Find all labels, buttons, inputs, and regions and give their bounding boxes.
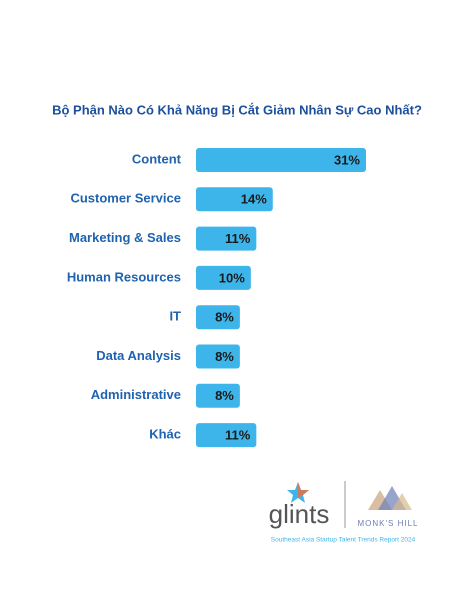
- chart-title: Bộ Phận Nào Có Khả Năng Bị Cắt Giảm Nhân…: [52, 102, 422, 117]
- bar: [196, 423, 257, 448]
- value-label: 10%: [219, 270, 245, 285]
- value-label: 8%: [215, 310, 234, 325]
- bar: [196, 148, 366, 172]
- category-label: Human Resources: [67, 269, 181, 284]
- category-label: Customer Service: [70, 191, 181, 206]
- footer-caption: Southeast Asia Startup Talent Trends Rep…: [271, 537, 416, 544]
- bar-area: Content 31% Customer Service 14% Marketing &…: [67, 148, 366, 448]
- value-label: 11%: [225, 428, 251, 443]
- bar: [196, 265, 251, 290]
- bar: [196, 226, 257, 251]
- bar: [196, 187, 273, 212]
- logo-right: MONK'S HILL: [358, 519, 419, 528]
- category-label: Content: [132, 151, 182, 166]
- logo-left: glints: [269, 499, 330, 529]
- category-label: Khác: [149, 427, 181, 442]
- value-label: 14%: [241, 192, 267, 207]
- star-icon-accent: [298, 482, 309, 498]
- category-label: IT: [169, 309, 181, 324]
- glints-logo: glints: [269, 482, 330, 529]
- bar: [196, 305, 240, 330]
- bar: [196, 383, 240, 408]
- value-label: 31%: [334, 152, 360, 167]
- category-label: Data Analysis: [96, 348, 181, 363]
- monks-hill-logo: MONK'S HILL: [358, 486, 419, 528]
- logo-triangle: [392, 493, 412, 510]
- value-label: 11%: [225, 231, 251, 246]
- bar: [196, 344, 240, 369]
- category-label: Marketing & Sales: [69, 230, 181, 245]
- value-label: 8%: [215, 388, 234, 403]
- category-label: Administrative: [91, 387, 181, 402]
- value-label: 8%: [215, 349, 234, 364]
